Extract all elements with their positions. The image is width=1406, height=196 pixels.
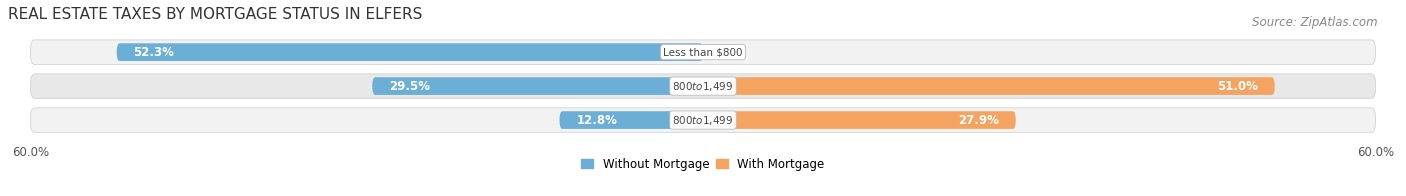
FancyBboxPatch shape: [31, 74, 1375, 98]
Text: Less than $800: Less than $800: [664, 47, 742, 57]
FancyBboxPatch shape: [703, 111, 1015, 129]
FancyBboxPatch shape: [31, 40, 1375, 64]
FancyBboxPatch shape: [373, 77, 703, 95]
FancyBboxPatch shape: [31, 108, 1375, 132]
Text: $800 to $1,499: $800 to $1,499: [672, 113, 734, 127]
Text: Source: ZipAtlas.com: Source: ZipAtlas.com: [1253, 16, 1378, 29]
Text: 52.3%: 52.3%: [134, 46, 174, 59]
FancyBboxPatch shape: [117, 43, 703, 61]
FancyBboxPatch shape: [560, 111, 703, 129]
Text: 51.0%: 51.0%: [1218, 80, 1258, 93]
Legend: Without Mortgage, With Mortgage: Without Mortgage, With Mortgage: [576, 153, 830, 175]
Text: 27.9%: 27.9%: [957, 113, 1000, 127]
Text: 29.5%: 29.5%: [389, 80, 430, 93]
Text: 0.0%: 0.0%: [709, 46, 738, 59]
Text: 12.8%: 12.8%: [576, 113, 617, 127]
Text: REAL ESTATE TAXES BY MORTGAGE STATUS IN ELFERS: REAL ESTATE TAXES BY MORTGAGE STATUS IN …: [8, 7, 422, 22]
Text: $800 to $1,499: $800 to $1,499: [672, 80, 734, 93]
FancyBboxPatch shape: [703, 77, 1275, 95]
